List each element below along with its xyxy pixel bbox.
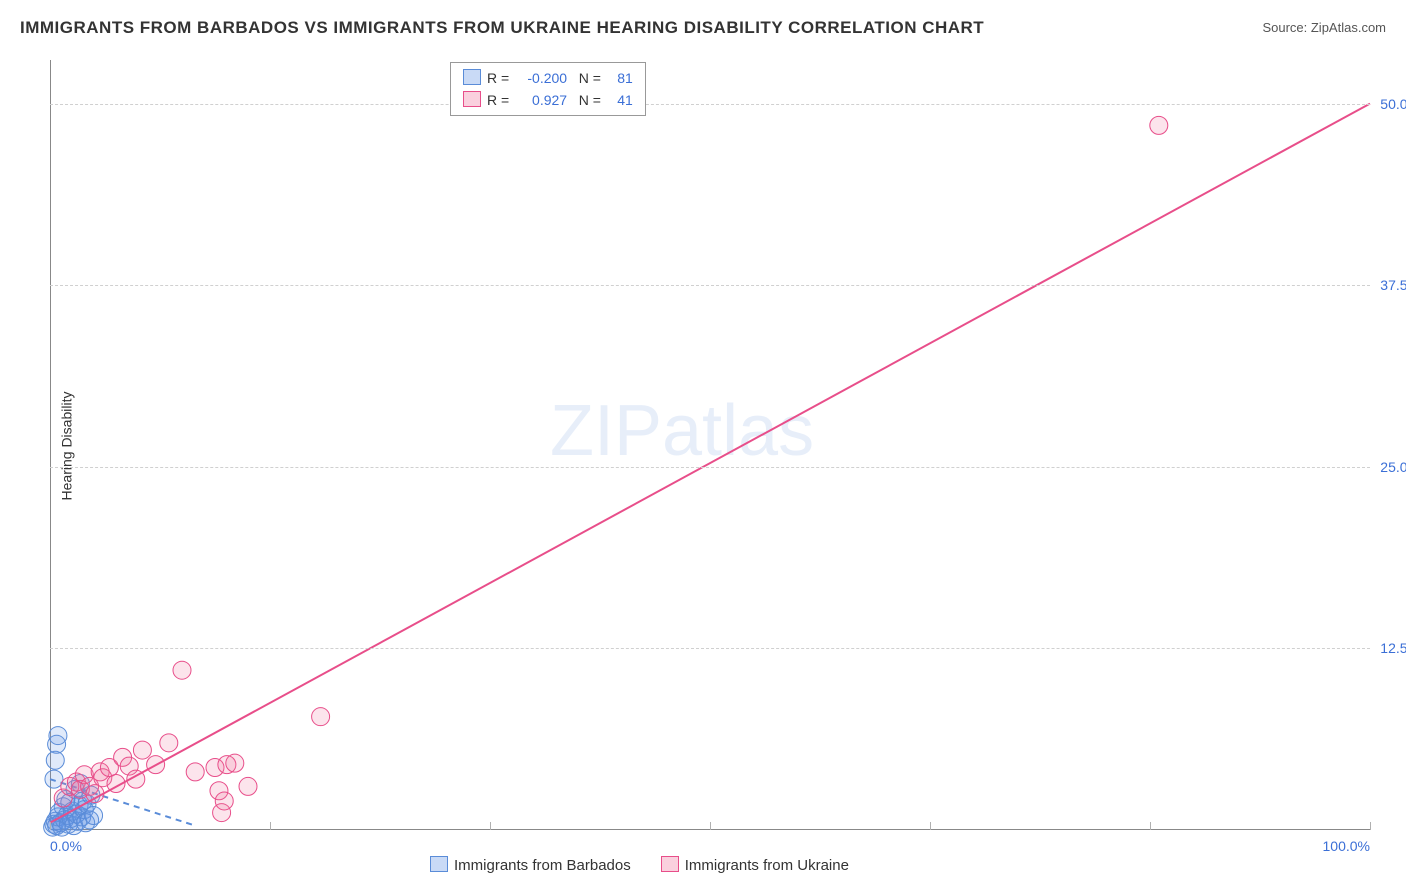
chart-container: IMMIGRANTS FROM BARBADOS VS IMMIGRANTS F…: [0, 0, 1406, 892]
legend-item: Immigrants from Ukraine: [661, 856, 849, 874]
legend-swatch: [463, 91, 481, 107]
x-tick: [490, 822, 491, 830]
legend-swatch: [430, 856, 448, 872]
x-tick: [710, 822, 711, 830]
x-tick: [930, 822, 931, 830]
data-point: [226, 754, 244, 772]
legend-text: R = -0.200 N = 81: [487, 70, 633, 86]
source-attribution: Source: ZipAtlas.com: [1262, 20, 1386, 35]
data-point: [1150, 116, 1168, 134]
legend-swatch: [463, 69, 481, 85]
data-point: [160, 734, 178, 752]
x-tick-label: 100.0%: [1323, 838, 1370, 854]
correlation-legend: R = -0.200 N = 81 R = 0.927 N = 41: [450, 62, 646, 116]
legend-label: Immigrants from Ukraine: [685, 857, 849, 874]
data-point: [49, 727, 67, 745]
data-point: [215, 792, 233, 810]
data-point: [45, 770, 63, 788]
y-tick-label: 37.5%: [1380, 277, 1406, 293]
trend-line: [50, 104, 1370, 823]
x-tick: [1370, 822, 1371, 830]
data-point: [186, 763, 204, 781]
legend-item: Immigrants from Barbados: [430, 856, 631, 874]
gridline: [50, 467, 1370, 468]
data-point: [312, 708, 330, 726]
data-point: [46, 751, 64, 769]
data-point: [133, 741, 151, 759]
gridline: [50, 104, 1370, 105]
series-legend: Immigrants from Barbados Immigrants from …: [430, 856, 849, 874]
data-point: [173, 661, 191, 679]
y-tick-label: 12.5%: [1380, 640, 1406, 656]
x-tick: [270, 822, 271, 830]
plot-area: ZIPatlas 12.5%25.0%37.5%50.0%0.0%100.0%: [50, 60, 1370, 830]
data-point: [85, 806, 103, 824]
chart-svg: [50, 60, 1370, 830]
legend-swatch: [661, 856, 679, 872]
y-tick-label: 50.0%: [1380, 96, 1406, 112]
correlation-legend-row: R = 0.927 N = 41: [463, 89, 633, 111]
x-tick: [50, 822, 51, 830]
legend-label: Immigrants from Barbados: [454, 857, 631, 874]
data-point: [86, 785, 104, 803]
legend-text: R = 0.927 N = 41: [487, 92, 633, 108]
y-tick-label: 25.0%: [1380, 459, 1406, 475]
gridline: [50, 648, 1370, 649]
correlation-legend-row: R = -0.200 N = 81: [463, 67, 633, 89]
gridline: [50, 285, 1370, 286]
x-tick: [1150, 822, 1151, 830]
chart-title: IMMIGRANTS FROM BARBADOS VS IMMIGRANTS F…: [20, 18, 984, 38]
x-tick-label: 0.0%: [50, 838, 82, 854]
data-point: [239, 777, 257, 795]
